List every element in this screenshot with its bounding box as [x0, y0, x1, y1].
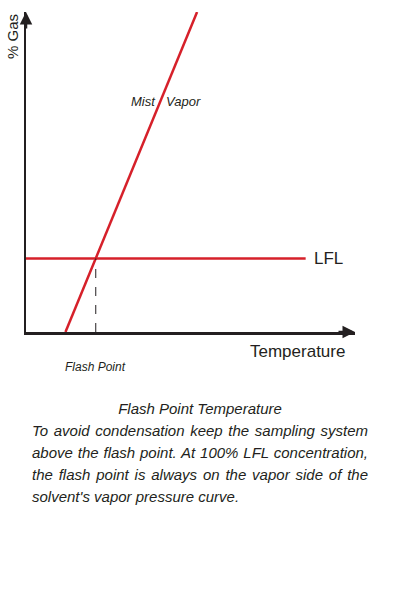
- html-text:To avoid condensation keep the: To avoid condensation keep the sampling …: [32, 422, 368, 505]
- svg-text:Temperature: Temperature: [250, 342, 345, 361]
- svg-text:LFL: LFL: [314, 249, 343, 268]
- svg-text:Mist: Mist: [131, 94, 156, 109]
- html-text:Flash Point Temperature: Flash Point Temperature: [118, 400, 282, 417]
- svg-text:% Gas: % Gas: [4, 14, 21, 59]
- svg-text:Vapor: Vapor: [166, 94, 201, 109]
- svg-text:Flash Point: Flash Point: [65, 360, 126, 374]
